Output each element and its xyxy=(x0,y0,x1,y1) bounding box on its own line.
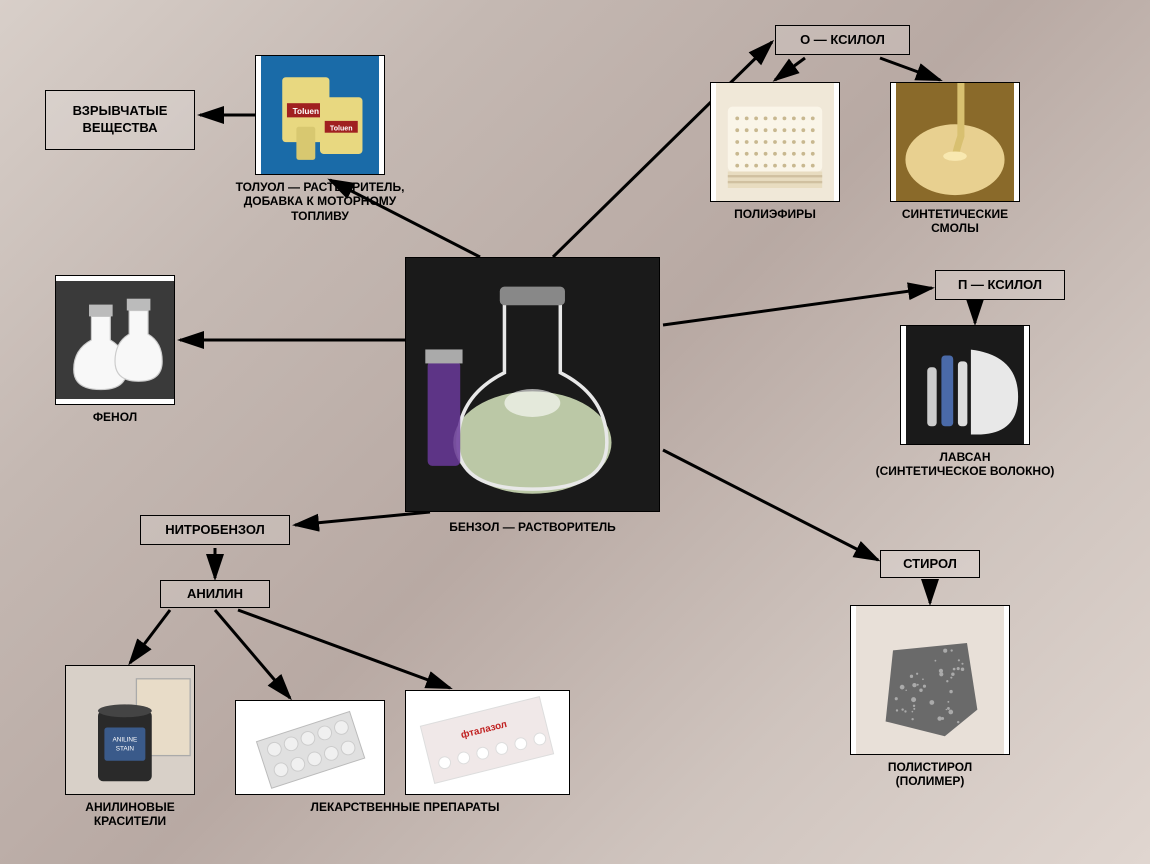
image-aniline_dyes_img: ANILINE STAIN xyxy=(65,665,195,795)
arrow-aniline-to-dyes xyxy=(130,610,170,663)
arrow-aniline-to-meds1 xyxy=(215,610,290,698)
image-polyesters_img xyxy=(710,82,840,202)
svg-text:Toluen: Toluen xyxy=(330,124,353,132)
benzene-image xyxy=(405,257,660,512)
svg-text:STAIN: STAIN xyxy=(116,745,135,752)
image-phenol_img xyxy=(55,275,175,405)
caption-polystyrene_caption: ПОЛИСТИРОЛ (ПОЛИМЕР) xyxy=(850,760,1010,789)
label-o_xylene: О — КСИЛОЛ xyxy=(775,25,910,55)
caption-toluene_caption: ТОЛУОЛ — РАСТВОРИТЕЛЬ, ДОБАВКА К МОТОРНО… xyxy=(220,180,420,223)
caption-polyesters_caption: ПОЛИЭФИРЫ xyxy=(710,207,840,221)
image-meds_img2: фталазол xyxy=(405,690,570,795)
image-toluene_img: Toluen Toluen xyxy=(255,55,385,175)
arrow-benzene-to-p-xylene xyxy=(663,288,932,325)
arrow-o-xylene-to-polyesters xyxy=(775,58,805,80)
svg-text:Toluen: Toluen xyxy=(293,107,319,116)
caption-aniline_dyes_caption: АНИЛИНОВЫЕ КРАСИТЕЛИ xyxy=(65,800,195,829)
label-p_xylene: П — КСИЛОЛ xyxy=(935,270,1065,300)
label-explosives: ВЗРЫВЧАТЫЕ ВЕЩЕСТВА xyxy=(45,90,195,150)
image-resins_img xyxy=(890,82,1020,202)
label-styrene: СТИРОЛ xyxy=(880,550,980,578)
arrow-aniline-to-meds2 xyxy=(238,610,450,688)
label-nitrobenzene: НИТРОБЕНЗОЛ xyxy=(140,515,290,545)
arrow-benzene-to-styrene xyxy=(663,450,878,560)
arrow-o-xylene-to-resins xyxy=(880,58,940,80)
caption-phenol_caption: ФЕНОЛ xyxy=(55,410,175,424)
caption-meds_caption: ЛЕКАРСТВЕННЫЕ ПРЕПАРАТЫ xyxy=(240,800,570,814)
benzene-caption: БЕНЗОЛ — РАСТВОРИТЕЛЬ xyxy=(405,520,660,534)
caption-resins_caption: СИНТЕТИЧЕСКИЕ СМОЛЫ xyxy=(890,207,1020,236)
caption-lavsan_caption: ЛАВСАН (СИНТЕТИЧЕСКОЕ ВОЛОКНО) xyxy=(855,450,1075,479)
label-aniline: АНИЛИН xyxy=(160,580,270,608)
image-meds_img1 xyxy=(235,700,385,795)
svg-text:ANILINE: ANILINE xyxy=(112,737,137,744)
image-lavsan_img xyxy=(900,325,1030,445)
image-polystyrene_img xyxy=(850,605,1010,755)
